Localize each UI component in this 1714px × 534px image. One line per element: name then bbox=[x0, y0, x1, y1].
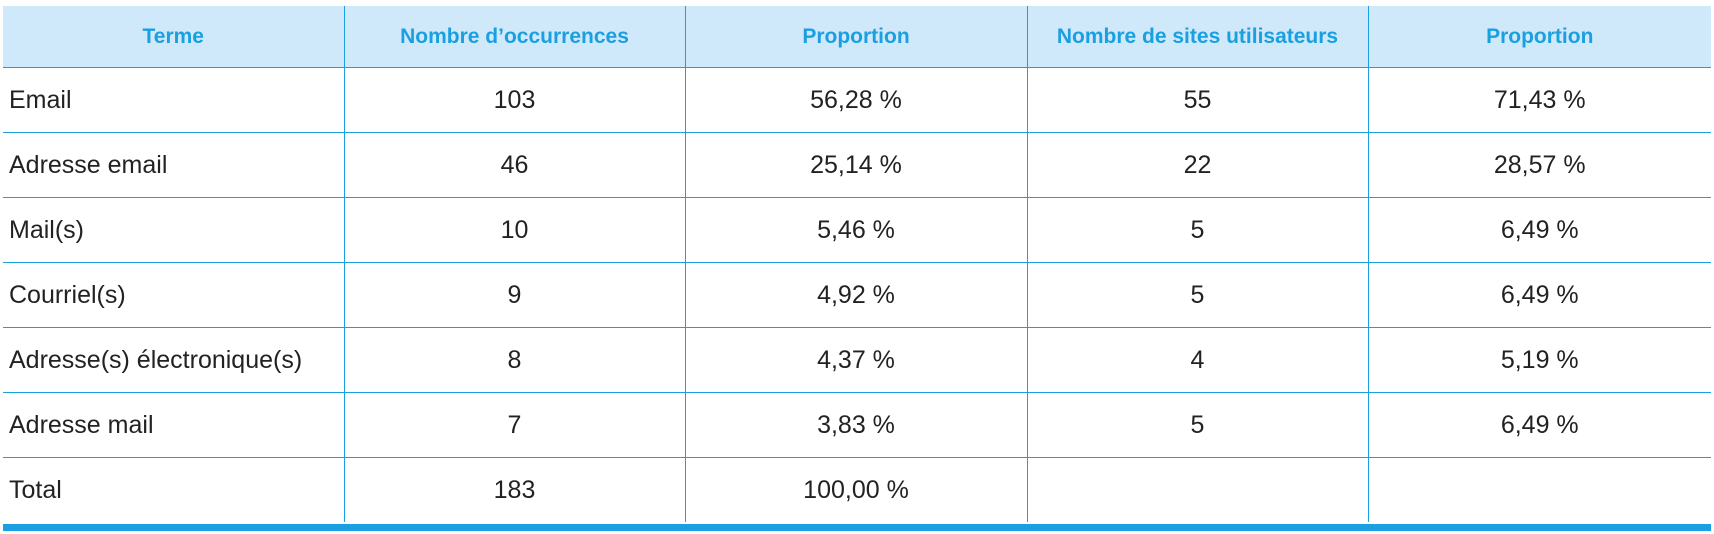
cell-term: Courriel(s) bbox=[3, 262, 344, 328]
table-row: Adresse(s) électronique(s) 8 4,37 % 4 5,… bbox=[3, 327, 1711, 393]
table-body: Email 103 56,28 % 55 71,43 % Adresse ema… bbox=[3, 67, 1711, 522]
cell-total-user-sites bbox=[1026, 457, 1368, 522]
cell-term: Mail(s) bbox=[3, 197, 344, 263]
cell-occurrence-proportion: 25,14 % bbox=[684, 132, 1027, 198]
cell-user-sites: 5 bbox=[1026, 392, 1368, 458]
cell-occurrences: 103 bbox=[343, 67, 685, 133]
table-row: Courriel(s) 9 4,92 % 5 6,49 % bbox=[3, 262, 1711, 328]
cell-term: Adresse email bbox=[3, 132, 344, 198]
table-bottom-rule bbox=[3, 524, 1711, 531]
cell-occurrence-proportion: 3,83 % bbox=[684, 392, 1027, 458]
cell-total-site-proportion bbox=[1367, 457, 1711, 522]
cell-user-sites: 5 bbox=[1026, 262, 1368, 328]
header-term: Terme bbox=[3, 6, 344, 68]
cell-occurrences: 7 bbox=[343, 392, 685, 458]
header-occurrences: Nombre d’occurrences bbox=[343, 6, 685, 68]
cell-user-sites: 4 bbox=[1026, 327, 1368, 393]
header-occurrence-proportion: Proportion bbox=[684, 6, 1027, 68]
cell-site-proportion: 6,49 % bbox=[1367, 197, 1711, 263]
cell-total-proportion: 100,00 % bbox=[684, 457, 1027, 522]
cell-term: Email bbox=[9, 85, 72, 114]
header-user-sites: Nombre de sites utilisateurs bbox=[1026, 6, 1368, 68]
cell-user-sites: 22 bbox=[1026, 132, 1368, 198]
table-row: Email 103 56,28 % 55 71,43 % bbox=[3, 67, 1711, 133]
cell-site-proportion: 28,57 % bbox=[1367, 132, 1711, 198]
table-row: Mail(s) 10 5,46 % 5 6,49 % bbox=[3, 197, 1711, 263]
header-row: Terme Nombre d’occurrences Proportion No… bbox=[3, 6, 1711, 68]
cell-user-sites: 55 bbox=[1026, 67, 1368, 133]
cell-site-proportion: 6,49 % bbox=[1367, 392, 1711, 458]
cell-occurrences: 46 bbox=[343, 132, 685, 198]
cell-user-sites: 5 bbox=[1026, 197, 1368, 263]
cell-term: Adresse(s) électronique(s) bbox=[3, 327, 344, 393]
cell-occurrence-proportion: 5,46 % bbox=[684, 197, 1027, 263]
cell-occurrences: 8 bbox=[343, 327, 685, 393]
table-row: Adresse mail 7 3,83 % 5 6,49 % bbox=[3, 392, 1711, 458]
cell-term: Adresse mail bbox=[3, 392, 344, 458]
total-row: Total 183 100,00 % bbox=[3, 457, 1711, 522]
cell-occurrence-proportion: 4,92 % bbox=[684, 262, 1027, 328]
table-header: Terme Nombre d’occurrences Proportion No… bbox=[3, 6, 1711, 68]
cell-occurrences: 9 bbox=[343, 262, 685, 328]
cell-occurrence-proportion: 4,37 % bbox=[684, 327, 1027, 393]
cell-site-proportion: 6,49 % bbox=[1367, 262, 1711, 328]
cell-site-proportion: 5,19 % bbox=[1367, 327, 1711, 393]
header-site-proportion: Proportion bbox=[1367, 6, 1711, 68]
cell-site-proportion: 71,43 % bbox=[1367, 67, 1711, 133]
table-row: Adresse email 46 25,14 % 22 28,57 % bbox=[3, 132, 1711, 198]
cell-occurrences: 10 bbox=[343, 197, 685, 263]
cell-total-occurrences: 183 bbox=[343, 457, 685, 522]
terms-table-container: Terme Nombre d’occurrences Proportion No… bbox=[3, 6, 1711, 522]
cell-total-label: Total bbox=[3, 457, 344, 522]
cell-occurrence-proportion: 56,28 % bbox=[684, 67, 1027, 133]
terms-table: Terme Nombre d’occurrences Proportion No… bbox=[3, 6, 1711, 522]
